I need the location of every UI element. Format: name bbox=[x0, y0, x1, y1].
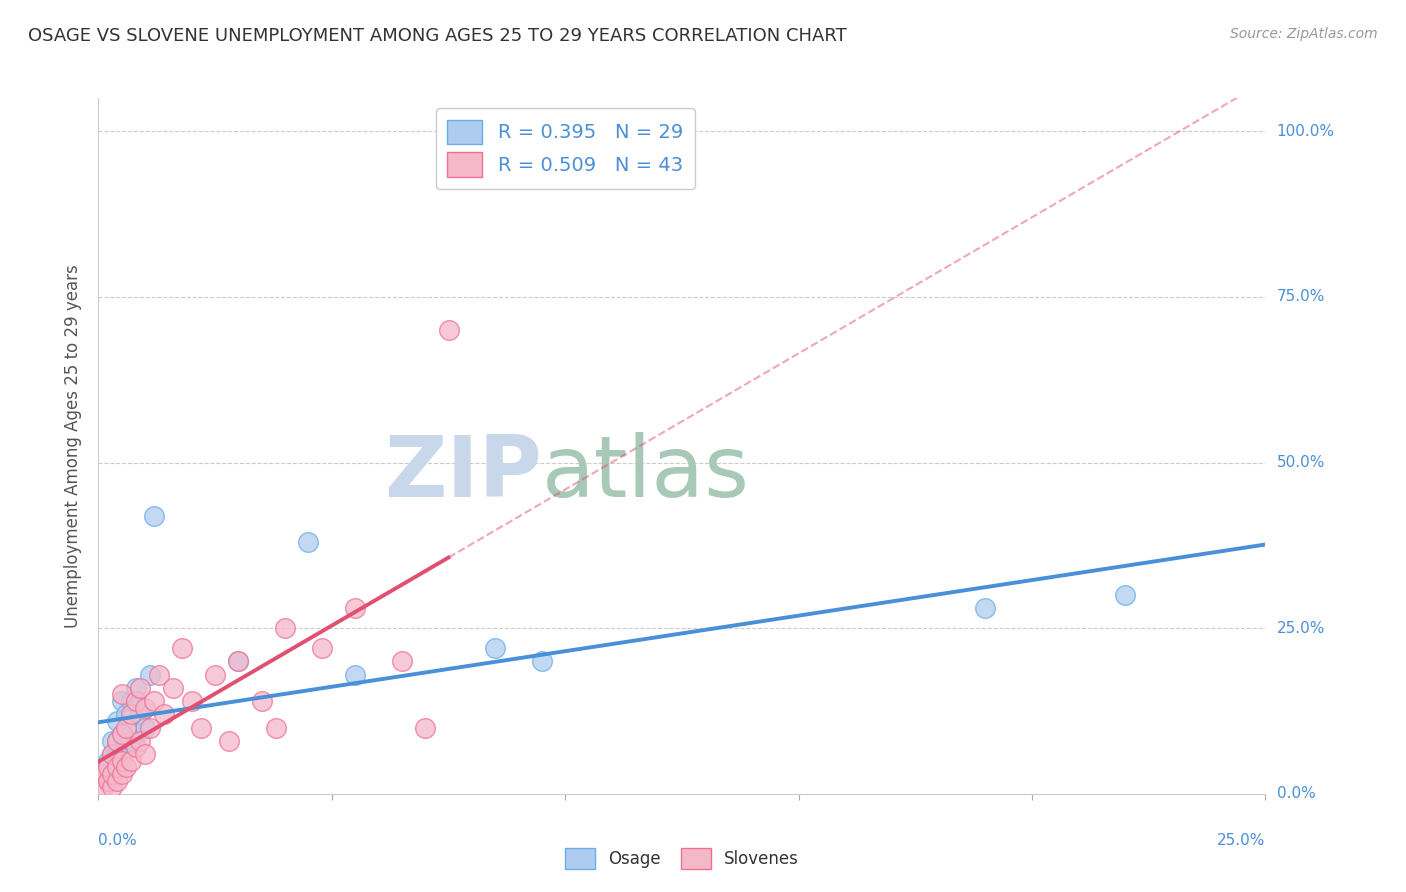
Y-axis label: Unemployment Among Ages 25 to 29 years: Unemployment Among Ages 25 to 29 years bbox=[65, 264, 83, 628]
Point bbox=[97, 773, 120, 788]
Point bbox=[120, 754, 142, 768]
Point bbox=[91, 767, 114, 781]
Legend: Osage, Slovenes: Osage, Slovenes bbox=[558, 841, 806, 876]
Point bbox=[111, 754, 134, 768]
Point bbox=[125, 727, 148, 741]
Text: 75.0%: 75.0% bbox=[1277, 289, 1324, 304]
Point bbox=[101, 734, 124, 748]
Point bbox=[218, 734, 240, 748]
Text: atlas: atlas bbox=[541, 433, 749, 516]
Point bbox=[391, 654, 413, 668]
Text: ZIP: ZIP bbox=[384, 433, 541, 516]
Point bbox=[129, 681, 152, 695]
Point bbox=[134, 747, 156, 761]
Point bbox=[139, 721, 162, 735]
Point bbox=[91, 767, 114, 781]
Point bbox=[101, 747, 124, 761]
Point bbox=[125, 694, 148, 708]
Text: 25.0%: 25.0% bbox=[1277, 621, 1324, 636]
Point bbox=[190, 721, 212, 735]
Text: 0.0%: 0.0% bbox=[98, 833, 138, 847]
Point bbox=[120, 694, 142, 708]
Point bbox=[228, 654, 250, 668]
Point bbox=[974, 601, 997, 615]
Point bbox=[530, 654, 553, 668]
Point bbox=[111, 747, 134, 761]
Point bbox=[105, 714, 128, 728]
Point bbox=[101, 767, 124, 781]
Point bbox=[120, 707, 142, 722]
Point bbox=[115, 760, 138, 774]
Point bbox=[101, 747, 124, 761]
Point bbox=[134, 700, 156, 714]
Point bbox=[152, 707, 174, 722]
Point bbox=[105, 734, 128, 748]
Point bbox=[111, 727, 134, 741]
Point bbox=[143, 508, 166, 523]
Point bbox=[344, 601, 367, 615]
Point bbox=[344, 667, 367, 681]
Point bbox=[97, 773, 120, 788]
Point bbox=[413, 721, 436, 735]
Point bbox=[274, 621, 297, 635]
Point bbox=[129, 707, 152, 722]
Text: OSAGE VS SLOVENE UNEMPLOYMENT AMONG AGES 25 TO 29 YEARS CORRELATION CHART: OSAGE VS SLOVENE UNEMPLOYMENT AMONG AGES… bbox=[28, 27, 846, 45]
Point bbox=[111, 694, 134, 708]
Point bbox=[125, 740, 148, 755]
Point bbox=[172, 641, 194, 656]
Point bbox=[437, 323, 460, 337]
Point bbox=[311, 641, 333, 656]
Point bbox=[120, 734, 142, 748]
Point bbox=[139, 667, 162, 681]
Point bbox=[162, 681, 184, 695]
Point bbox=[297, 535, 319, 549]
Point bbox=[250, 694, 273, 708]
Point bbox=[484, 641, 506, 656]
Text: 100.0%: 100.0% bbox=[1277, 124, 1334, 139]
Point bbox=[101, 767, 124, 781]
Point bbox=[111, 767, 134, 781]
Point bbox=[264, 721, 287, 735]
Point bbox=[111, 727, 134, 741]
Point bbox=[228, 654, 250, 668]
Point bbox=[105, 754, 128, 768]
Point bbox=[105, 760, 128, 774]
Point bbox=[97, 754, 120, 768]
Point bbox=[180, 694, 202, 708]
Point bbox=[115, 740, 138, 755]
Point bbox=[134, 721, 156, 735]
Text: 0.0%: 0.0% bbox=[1277, 787, 1315, 801]
Point bbox=[1114, 588, 1136, 602]
Point bbox=[204, 667, 226, 681]
Point bbox=[101, 780, 124, 795]
Point bbox=[143, 694, 166, 708]
Point bbox=[105, 734, 128, 748]
Point bbox=[105, 773, 128, 788]
Point bbox=[111, 688, 134, 702]
Text: 50.0%: 50.0% bbox=[1277, 455, 1324, 470]
Point bbox=[125, 681, 148, 695]
Point bbox=[115, 721, 138, 735]
Point bbox=[115, 707, 138, 722]
Point bbox=[129, 734, 152, 748]
Text: 25.0%: 25.0% bbox=[1218, 833, 1265, 847]
Point bbox=[97, 760, 120, 774]
Point bbox=[148, 667, 170, 681]
Text: Source: ZipAtlas.com: Source: ZipAtlas.com bbox=[1230, 27, 1378, 41]
Point bbox=[91, 780, 114, 795]
